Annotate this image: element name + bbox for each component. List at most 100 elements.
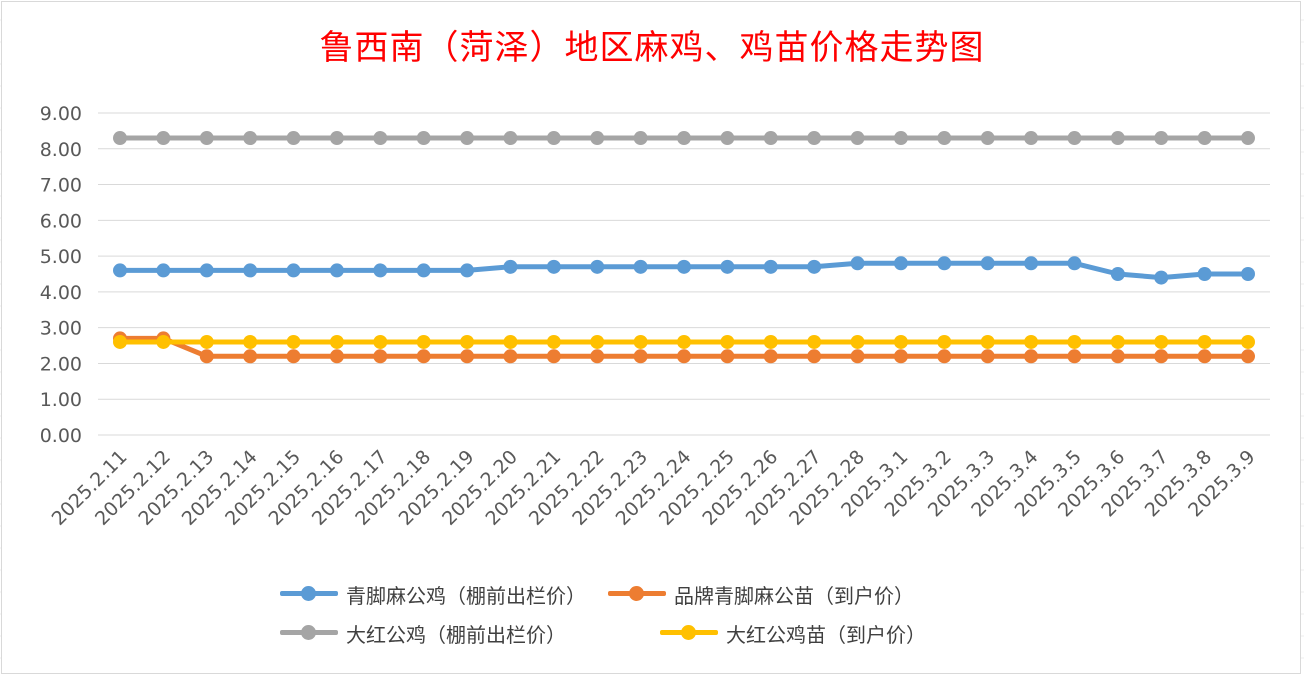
data-point <box>893 256 908 271</box>
data-point <box>329 131 344 146</box>
data-point <box>1024 256 1039 271</box>
data-point <box>1154 349 1169 364</box>
data-point <box>416 334 431 349</box>
data-point <box>937 256 952 271</box>
data-point <box>503 334 518 349</box>
legend-item-qingjiao-rooster[interactable]: 青脚麻公鸡（棚前出栏价） <box>280 580 586 609</box>
chart-title: 鲁西南（菏泽）地区麻鸡、鸡苗价格走势图 <box>319 28 985 68</box>
data-point <box>416 131 431 146</box>
data-point <box>329 349 344 364</box>
data-point <box>980 256 995 271</box>
data-point <box>937 349 952 364</box>
data-point <box>546 131 561 146</box>
data-point <box>329 334 344 349</box>
legend-item-red-rooster[interactable]: 大红公鸡（棚前出栏价） <box>280 619 638 648</box>
data-point <box>156 263 171 278</box>
data-point <box>720 349 735 364</box>
data-point <box>156 334 171 349</box>
data-point <box>1110 131 1125 146</box>
data-point <box>1154 334 1169 349</box>
data-point <box>980 349 995 364</box>
data-point <box>460 263 475 278</box>
data-point <box>460 334 475 349</box>
legend-label: 大红公鸡苗（到户价） <box>726 622 926 647</box>
y-tick-label: 7.00 <box>40 175 82 197</box>
data-point <box>1110 334 1125 349</box>
data-point <box>807 131 822 146</box>
data-point <box>763 349 778 364</box>
data-point <box>590 349 605 364</box>
data-point <box>1197 131 1212 146</box>
legend-row-1: 青脚麻公鸡（棚前出栏价） 品牌青脚麻公苗（到户价） <box>280 579 936 609</box>
legend-swatch-orange <box>608 583 666 605</box>
data-point <box>1154 131 1169 146</box>
data-point <box>763 259 778 274</box>
data-point <box>243 263 258 278</box>
legend-label: 青脚麻公鸡（棚前出栏价） <box>346 583 586 608</box>
data-point <box>590 259 605 274</box>
data-point <box>633 259 648 274</box>
legend-item-red-chick[interactable]: 大红公鸡苗（到户价） <box>660 619 926 648</box>
data-point <box>677 349 691 364</box>
data-point <box>633 131 648 146</box>
y-tick-label: 3.00 <box>40 318 82 340</box>
data-point <box>546 349 561 364</box>
data-point <box>199 349 214 364</box>
data-point <box>980 131 995 146</box>
data-point <box>1197 267 1212 281</box>
data-point <box>503 349 518 364</box>
data-point <box>113 263 127 278</box>
data-point <box>199 334 214 349</box>
data-point <box>633 334 648 349</box>
data-point <box>590 131 605 146</box>
data-point <box>199 263 214 278</box>
data-point <box>893 131 908 146</box>
data-point <box>807 334 822 349</box>
y-tick-label: 6.00 <box>40 210 82 232</box>
data-point <box>720 334 735 349</box>
data-point <box>763 131 778 146</box>
data-point <box>373 263 388 278</box>
data-point <box>1197 334 1212 349</box>
data-point <box>416 349 431 364</box>
legend-swatch-gray <box>280 622 338 644</box>
data-point <box>1197 349 1212 364</box>
legend-label: 品牌青脚麻公苗（到户价） <box>674 583 914 608</box>
data-point <box>546 334 561 349</box>
data-point <box>416 263 431 278</box>
data-point <box>590 334 605 349</box>
data-point <box>1067 256 1082 271</box>
data-point <box>243 349 258 364</box>
data-point <box>113 334 127 349</box>
data-point <box>807 349 822 364</box>
data-point <box>1241 267 1255 281</box>
legend-swatch-blue <box>280 583 338 605</box>
data-point <box>850 131 865 146</box>
data-point <box>850 349 865 364</box>
data-point <box>677 131 691 146</box>
data-point <box>850 256 865 271</box>
legend-label: 大红公鸡（棚前出栏价） <box>346 622 566 647</box>
data-point <box>286 263 301 278</box>
data-point <box>1024 131 1039 146</box>
data-point <box>373 349 388 364</box>
data-point <box>329 263 344 278</box>
data-point <box>980 334 995 349</box>
data-point <box>720 131 735 146</box>
data-point <box>937 334 952 349</box>
legend-swatch-yellow <box>660 622 718 644</box>
data-point <box>937 131 952 146</box>
data-point <box>677 334 691 349</box>
data-point <box>1067 131 1082 146</box>
legend-item-brand-chick[interactable]: 品牌青脚麻公苗（到户价） <box>608 580 914 609</box>
data-point <box>373 131 388 146</box>
data-point <box>1024 349 1039 364</box>
data-point <box>199 131 214 146</box>
data-point <box>156 131 171 146</box>
data-point <box>546 259 561 274</box>
data-point <box>1067 349 1082 364</box>
y-tick-label: 0.00 <box>40 425 82 447</box>
data-point <box>1241 131 1255 146</box>
data-point <box>113 131 127 146</box>
